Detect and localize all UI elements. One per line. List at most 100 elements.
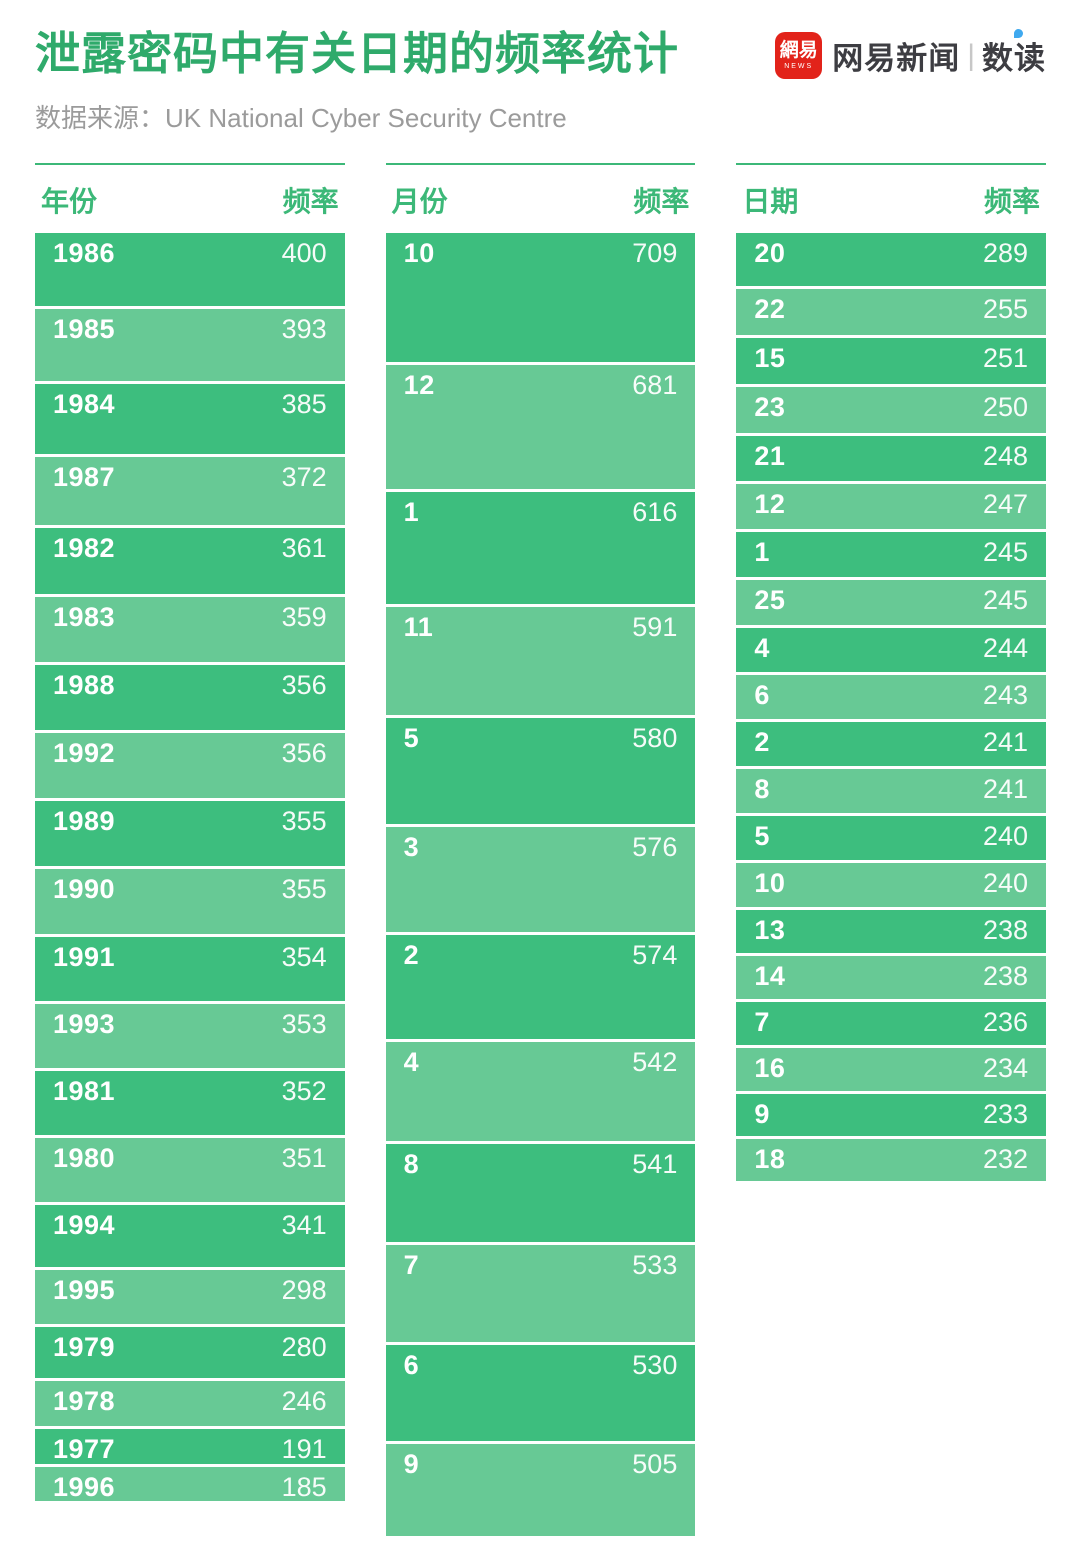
table-row: 13 238: [736, 909, 1047, 953]
row-value: 354: [281, 941, 327, 972]
table-row: 21 248: [736, 435, 1047, 481]
table-row: 2 241: [736, 721, 1047, 766]
row-value: 576: [632, 831, 678, 862]
row-category: 18: [754, 1143, 786, 1174]
row-value: 542: [632, 1046, 678, 1077]
table-row: 4 244: [736, 627, 1047, 672]
table-row: 11 591: [385, 606, 696, 715]
row-category: 10: [403, 237, 435, 268]
table-row: 6 243: [736, 674, 1047, 719]
row-value: 245: [982, 584, 1029, 615]
row-category: 1985: [53, 313, 116, 344]
data-source: 数据来源：UK National Cyber Security Centre: [35, 98, 1046, 135]
row-value: 233: [982, 1098, 1029, 1129]
row-category: 15: [754, 342, 786, 373]
table-row: 1986 400: [35, 232, 345, 306]
table-row: 12 681: [385, 364, 696, 489]
row-value: 356: [281, 737, 327, 768]
row-value: 243: [982, 679, 1029, 710]
row-value: 541: [632, 1148, 678, 1179]
row-category: 14: [754, 960, 786, 991]
row-value: 505: [632, 1448, 678, 1479]
day-table-header: 日期 频率: [736, 165, 1046, 233]
row-category: 5: [403, 722, 420, 753]
column-header-category: 日期: [742, 185, 799, 217]
row-category: 1984: [53, 388, 116, 419]
table-row: 1987 372: [35, 456, 345, 525]
table-row: 1981 352: [35, 1070, 345, 1135]
table-row: 4 542: [385, 1041, 696, 1141]
table-row: 25 245: [736, 579, 1047, 625]
table-row: 14 238: [736, 955, 1047, 999]
row-category: 1995: [53, 1274, 116, 1305]
sub-brand-name: 数读: [982, 29, 1046, 78]
row-value: 709: [632, 237, 678, 268]
row-value: 681: [632, 369, 678, 400]
row-category: 10: [754, 867, 786, 898]
row-value: 240: [982, 867, 1029, 898]
row-category: 9: [403, 1448, 420, 1479]
source-value: UK National Cyber Security Centre: [165, 102, 567, 133]
row-category: 12: [403, 369, 435, 400]
table-row: 8 541: [385, 1143, 696, 1242]
row-value: 356: [281, 669, 327, 700]
table-row: 1992 356: [35, 732, 345, 798]
row-value: 341: [281, 1209, 327, 1240]
year-table-rows: 1986 400 1985 393 1984 385 1987 372 1982 361 1983 3…: [35, 232, 345, 1501]
row-category: 1994: [53, 1209, 116, 1240]
row-category: 1990: [53, 873, 116, 904]
table-row: 10 709: [385, 232, 696, 362]
table-row: 22 255: [736, 288, 1047, 335]
row-value: 234: [982, 1052, 1029, 1083]
column-header-category: 月份: [391, 185, 448, 217]
row-category: 1992: [53, 737, 116, 768]
row-value: 355: [281, 873, 327, 904]
day-table-rows: 20 289 22 255 15 251 23 250 21 248 12 247 1 245 25 245 4…: [736, 232, 1047, 1181]
row-category: 1981: [53, 1075, 116, 1106]
row-category: 7: [754, 1006, 770, 1037]
row-category: 1: [754, 536, 770, 567]
month-table: 月份 频率 10 709 12 681 1 616 11 591 5 580 3 576 2 574 4 54…: [385, 162, 696, 1539]
row-category: 1989: [53, 805, 116, 836]
column-header-frequency: 频率: [984, 185, 1041, 217]
sub-brand-text: 数读: [982, 41, 1046, 76]
row-category: 23: [754, 391, 786, 422]
table-row: 1 616: [385, 491, 696, 604]
table-row: 18 232: [736, 1138, 1047, 1181]
badge-subtext: NEWS: [784, 63, 814, 70]
row-value: 574: [632, 939, 678, 970]
masthead: 泄露密码中有关日期的频率统计 網易 NEWS 网易新闻 | 数读: [35, 28, 1046, 80]
table-row: 1988 356: [35, 664, 345, 730]
table-row: 8 241: [736, 768, 1047, 813]
table-row: 1983 359: [35, 596, 345, 662]
row-category: 1982: [53, 532, 116, 563]
row-category: 3: [403, 831, 420, 862]
table-row: 1991 354: [35, 936, 345, 1001]
table-row: 5 240: [736, 815, 1047, 860]
table-row: 1980 351: [35, 1137, 345, 1202]
table-row: 5 580: [385, 717, 696, 824]
badge-text: 網易: [779, 40, 818, 61]
row-value: 591: [632, 611, 678, 642]
row-value: 232: [982, 1143, 1029, 1174]
row-value: 185: [281, 1471, 327, 1501]
row-category: 8: [754, 773, 770, 804]
row-category: 12: [754, 488, 786, 519]
table-row: 1982 361: [35, 527, 345, 594]
row-value: 247: [982, 488, 1029, 519]
table-row: 2 574: [385, 934, 696, 1039]
year-table: 年份 频率 1986 400 1985 393 1984 385 1987 372 1982 36…: [35, 162, 345, 1539]
row-value: 241: [982, 726, 1029, 757]
brand-name: 网易新闻: [832, 41, 961, 76]
table-row: 1979 280: [35, 1326, 345, 1378]
row-category: 6: [754, 679, 770, 710]
row-value: 352: [281, 1075, 327, 1106]
row-value: 353: [281, 1008, 327, 1039]
table-row: 3 576: [385, 826, 696, 932]
logo-wordmark: 网易新闻 | 数读: [832, 29, 1046, 78]
table-row: 9 233: [736, 1093, 1047, 1136]
table-row: 1995 298: [35, 1269, 345, 1324]
table-row: 7 236: [736, 1001, 1047, 1045]
row-value: 255: [982, 293, 1029, 324]
